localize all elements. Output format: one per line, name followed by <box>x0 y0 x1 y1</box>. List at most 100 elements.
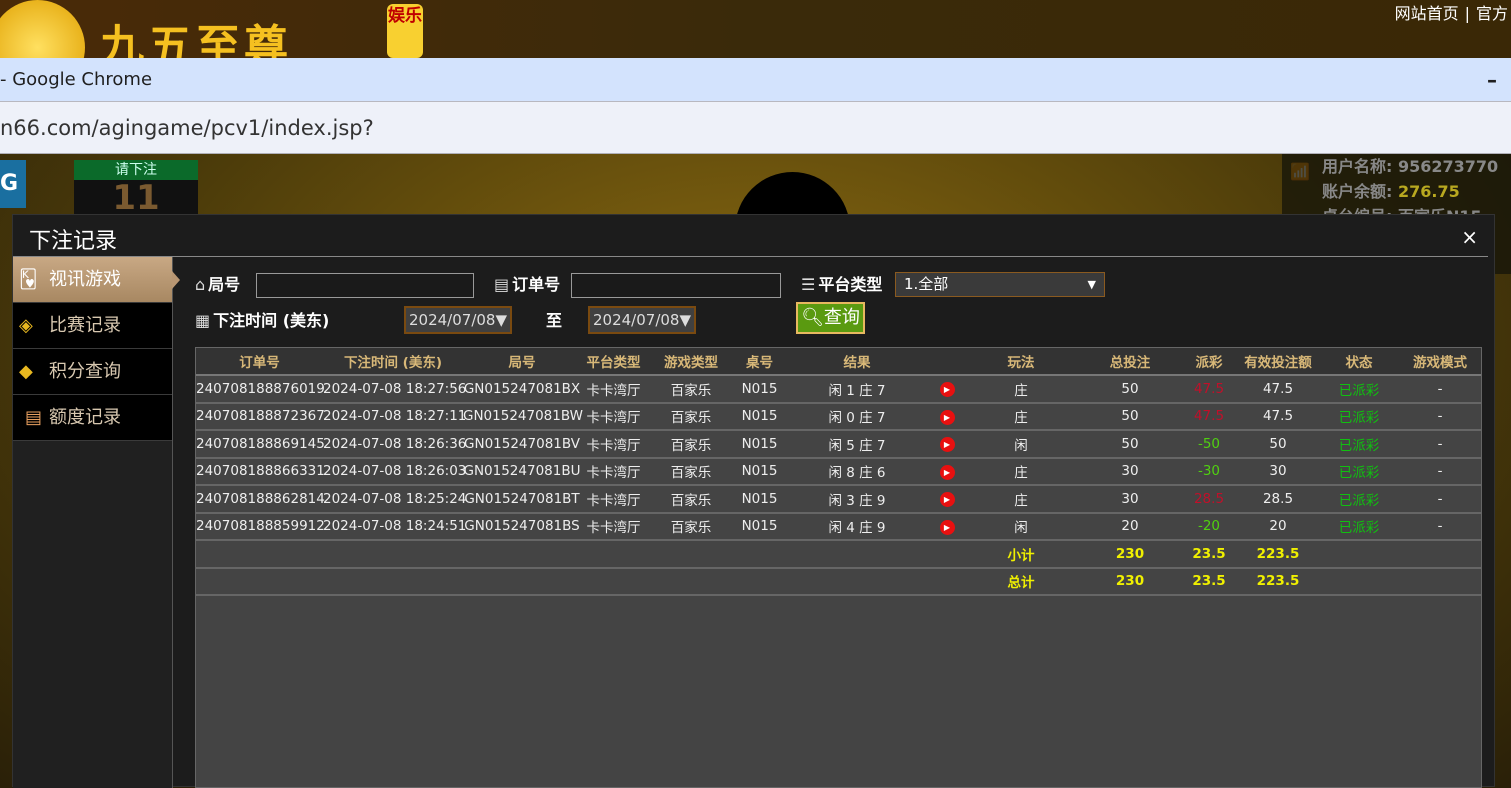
platform: 卡卡湾厅 <box>581 512 646 541</box>
order-id: 240708188872367 <box>196 402 325 431</box>
home-link[interactable]: 网站首页 <box>1394 4 1459 23</box>
total-bet: 50 <box>1079 430 1181 459</box>
play-video-icon[interactable]: ▶ <box>939 437 955 453</box>
column-header: 局号 <box>463 348 581 376</box>
bet-record-modal: 下注记录 × 🂾 视讯游戏 ◈ 比赛记录 ◆ 积分查询 ▤ 额度记录 ⌂ 局号 ▤ 订单号 … <box>12 214 1495 788</box>
clipboard-icon: ▤ <box>494 275 510 294</box>
close-icon[interactable]: × <box>1461 225 1478 249</box>
play-video-icon[interactable]: ▶ <box>939 492 955 508</box>
platform: 卡卡湾厅 <box>581 375 646 404</box>
round-label: ⌂ 局号 <box>195 275 241 294</box>
replay-cell: ▶ <box>931 430 963 459</box>
table-row: 240708188869145 2024-07-08 18:26:36 GN0152… <box>196 430 1481 459</box>
bet-time: 2024-07-08 18:26:36 <box>323 430 466 459</box>
column-header: 有效投注额 <box>1237 348 1319 376</box>
divider <box>13 256 1488 257</box>
total-payout: 23.5 <box>1181 567 1237 596</box>
platform: 卡卡湾厅 <box>581 457 646 486</box>
column-header <box>931 348 963 376</box>
play-video-icon[interactable]: ▶ <box>939 382 955 398</box>
sidebar-item-label: 积分查询 <box>49 361 121 382</box>
modal-title: 下注记录 <box>29 229 118 254</box>
table-no: N015 <box>736 457 783 486</box>
total-total-bet: 230 <box>1079 567 1181 596</box>
game-mode: - <box>1399 457 1481 486</box>
diamond-icon: ◆ <box>19 361 33 382</box>
date-from-picker[interactable]: 2024/07/08▼ <box>404 306 512 334</box>
to-label: 至 <box>546 311 563 330</box>
column-header: 玩法 <box>963 348 1079 376</box>
chevron-down-icon: ▼ <box>1087 278 1096 291</box>
bet-time: 2024-07-08 18:24:51 <box>323 512 466 541</box>
subtotal-valid-bet: 223.5 <box>1237 540 1319 569</box>
platform-select[interactable]: 1.全部 ▼ <box>895 272 1105 297</box>
column-header: 桌号 <box>736 348 783 376</box>
status: 已派彩 <box>1319 457 1399 486</box>
order-id: 240708188869145 <box>196 430 325 459</box>
total-valid-bet: 223.5 <box>1237 567 1319 596</box>
bet-label: 请下注 <box>74 160 198 180</box>
column-header: 结果 <box>783 348 931 376</box>
play-video-icon[interactable]: ▶ <box>939 464 955 480</box>
result: 闲 4 庄 9 <box>783 512 931 541</box>
result: 闲 5 庄 7 <box>783 430 931 459</box>
round-id: GN015247081BU <box>463 457 581 486</box>
order-id: 240708188859912 <box>196 512 325 541</box>
table-no: N015 <box>736 485 783 514</box>
total-row: 总计 230 23.5 223.5 <box>196 567 1481 596</box>
sidebar-item-credit-records[interactable]: ▤ 额度记录 <box>13 395 172 441</box>
date-to-picker[interactable]: 2024/07/08▼ <box>588 306 696 334</box>
order-id: 240708188876019 <box>196 375 325 404</box>
valid-bet: 47.5 <box>1237 402 1319 431</box>
balance: 276.75 <box>1397 182 1460 201</box>
sidebar-item-match-records[interactable]: ◈ 比赛记录 <box>13 303 172 349</box>
game-type: 百家乐 <box>646 512 736 541</box>
address-bar[interactable]: n66.com/agingame/pcv1/index.jsp? <box>0 102 1511 154</box>
table-no: N015 <box>736 375 783 404</box>
platform: 卡卡湾厅 <box>581 485 646 514</box>
total-bet: 30 <box>1079 457 1181 486</box>
query-button[interactable]: 🔍︎查询 <box>796 302 865 334</box>
valid-bet: 47.5 <box>1237 375 1319 404</box>
result: 闲 0 庄 7 <box>783 402 931 431</box>
subtotal-label: 小计 <box>963 540 1079 569</box>
bet-records-table: 订单号 下注时间 (美东) 局号 平台类型 游戏类型 桌号 结果 玩法 总投注 派彩 有效投注额 状态… <box>195 347 1482 788</box>
ag-logo: G <box>0 160 26 208</box>
play-video-icon[interactable]: ▶ <box>939 409 955 425</box>
countdown-value: 11 <box>112 178 160 218</box>
valid-bet: 50 <box>1237 430 1319 459</box>
valid-bet: 30 <box>1237 457 1319 486</box>
ticket-icon: ◈ <box>19 315 33 336</box>
game-mode: - <box>1399 375 1481 404</box>
minimize-button[interactable]: – <box>1487 68 1497 92</box>
round-input[interactable] <box>256 273 474 298</box>
table-row: 240708188872367 2024-07-08 18:27:11 GN0152… <box>196 402 1481 431</box>
payout: 47.5 <box>1181 402 1237 431</box>
bet-time: 2024-07-08 18:25:24 <box>323 485 466 514</box>
spacer <box>1319 540 1481 569</box>
balance-label: 账户余额: <box>1322 182 1393 201</box>
official-link[interactable]: 官方 <box>1475 4 1508 23</box>
site-banner: 九五至尊 娱乐 网站首页 | 官方 <box>0 0 1511 95</box>
subtotal-payout: 23.5 <box>1181 540 1237 569</box>
valid-bet: 20 <box>1237 512 1319 541</box>
status: 已派彩 <box>1319 485 1399 514</box>
order-input[interactable] <box>571 273 781 298</box>
total-label: 总计 <box>963 567 1079 596</box>
sidebar-item-points[interactable]: ◆ 积分查询 <box>13 349 172 395</box>
sidebar-item-video-games[interactable]: 🂾 视讯游戏 <box>13 257 180 303</box>
total-bet: 50 <box>1079 375 1181 404</box>
payout: -30 <box>1181 457 1237 486</box>
play-video-icon[interactable]: ▶ <box>939 519 955 535</box>
game-mode: - <box>1399 512 1481 541</box>
result: 闲 1 庄 7 <box>783 375 931 404</box>
round-id: GN015247081BV <box>463 430 581 459</box>
payout: 47.5 <box>1181 375 1237 404</box>
payout: -20 <box>1181 512 1237 541</box>
round-id: GN015247081BX <box>463 375 581 404</box>
spacer <box>196 540 963 569</box>
status: 已派彩 <box>1319 402 1399 431</box>
platform-label: ☰ 平台类型 <box>801 275 883 294</box>
platform: 卡卡湾厅 <box>581 402 646 431</box>
column-header: 平台类型 <box>581 348 646 376</box>
